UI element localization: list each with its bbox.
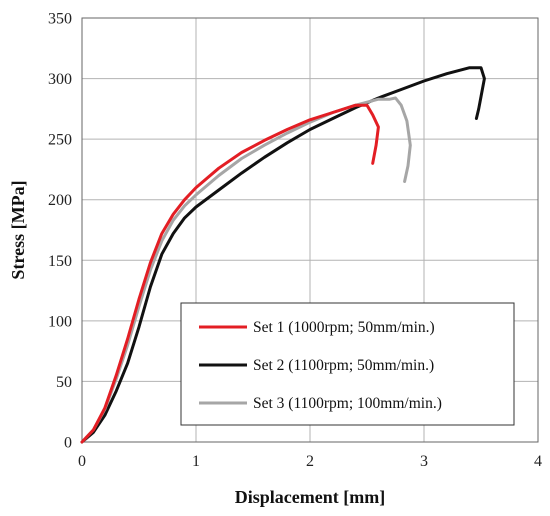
series-line-set-1	[80, 103, 380, 444]
x-tick-label: 2	[306, 453, 314, 470]
series-layer	[80, 66, 486, 444]
plot-frame	[81, 17, 539, 443]
y-tick-label: 50	[56, 374, 72, 391]
y-tick-label: 0	[64, 435, 72, 452]
legend-label-set-3: Set 3 (1100rpm; 100mm/min.)	[253, 395, 442, 412]
legend-label-set-1: Set 1 (1000rpm; 50mm/min.)	[253, 319, 435, 336]
x-tick-label: 1	[192, 453, 200, 470]
y-tick-label: 150	[48, 253, 72, 270]
legend: Set 1 (1000rpm; 50mm/min.) Set 2 (1100rpm…	[180, 302, 515, 426]
legend-label-set-2: Set 2 (1100rpm; 50mm/min.)	[253, 357, 434, 374]
x-tick-label: 3	[420, 453, 428, 470]
y-tick-label: 100	[48, 313, 72, 330]
tick-labels: 0 1 2 3 4 0 50 100 150 200 250 300 350	[48, 11, 542, 471]
y-tick-label: 350	[48, 11, 72, 28]
series-line-set-3	[80, 96, 412, 444]
x-axis-title: Displacement [mm]	[235, 487, 385, 507]
y-tick-label: 300	[48, 71, 72, 88]
x-tick-label: 4	[534, 453, 542, 470]
x-tick-label: 0	[78, 453, 86, 470]
series-line-set-2	[80, 66, 486, 444]
y-tick-label: 200	[48, 192, 72, 209]
y-tick-label: 250	[48, 132, 72, 149]
y-axis-title: Stress [MPa]	[8, 180, 28, 279]
